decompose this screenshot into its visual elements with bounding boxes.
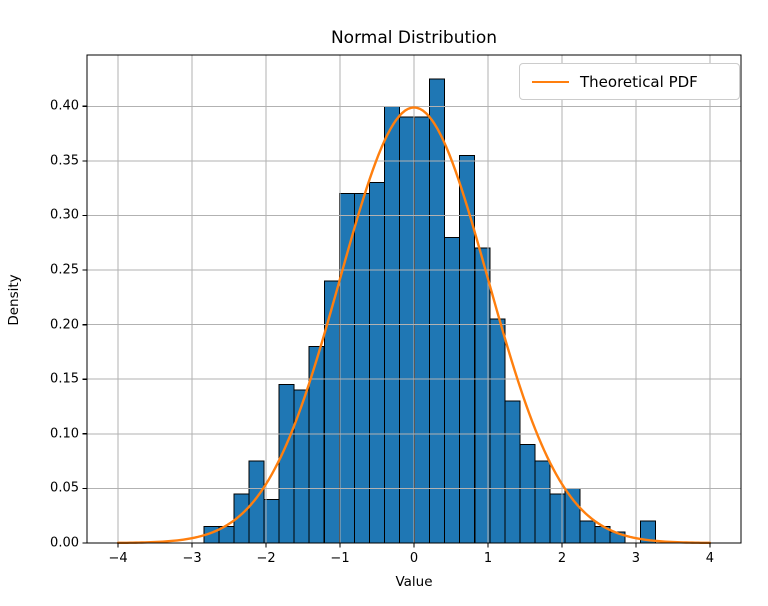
histogram-bar (504, 400, 521, 544)
x-tick-label: 3 (631, 551, 641, 566)
y-tick-label: 0.20 (50, 317, 79, 333)
histogram-bar (459, 154, 476, 544)
x-tick-label: −3 (182, 551, 202, 566)
x-tick-label: 4 (705, 551, 715, 566)
x-axis-label: Value (395, 574, 433, 590)
x-tick-label: 2 (557, 551, 567, 566)
histogram-bar (519, 444, 536, 544)
legend-line-swatch (532, 80, 569, 83)
histogram-bar (444, 236, 461, 544)
x-tick-label: −1 (330, 551, 350, 566)
histogram-bar (368, 182, 385, 544)
histogram-bar (414, 116, 431, 544)
y-tick-label: 0.05 (50, 480, 79, 496)
histogram-bar (323, 280, 340, 544)
histogram-bar (278, 384, 295, 544)
histogram-bar (338, 193, 355, 544)
y-tick-label: 0.10 (50, 426, 79, 442)
histogram-bar (534, 460, 551, 544)
y-tick-label: 0.15 (50, 371, 79, 387)
histogram-bar (549, 493, 566, 544)
x-tick-label: −4 (108, 551, 128, 566)
chart-title: Normal Distribution (330, 28, 498, 48)
x-tick-label: 0 (409, 551, 419, 566)
histogram-bar (429, 78, 446, 544)
histogram-bar (248, 460, 265, 544)
x-tick-label: −2 (256, 551, 276, 566)
y-tick-label: 0.35 (50, 153, 79, 169)
y-tick-label: 0.25 (50, 262, 79, 278)
legend-entry-label: Theoretical PDF (580, 72, 698, 91)
histogram-bar (489, 318, 506, 544)
y-tick-label: 0.30 (50, 207, 79, 223)
theoretical-pdf-curve (116, 106, 712, 545)
histogram-bar (579, 520, 596, 544)
y-axis-label: Density (6, 274, 22, 326)
legend: Theoretical PDF (519, 63, 740, 100)
histogram-bar (399, 116, 415, 544)
histogram-bar (564, 487, 581, 544)
histogram-bar (293, 389, 310, 544)
histogram-bar (353, 193, 370, 544)
y-tick-label: 0.40 (50, 98, 79, 114)
x-tick-label: 1 (483, 551, 493, 566)
y-tick-label: 0.00 (50, 535, 79, 551)
